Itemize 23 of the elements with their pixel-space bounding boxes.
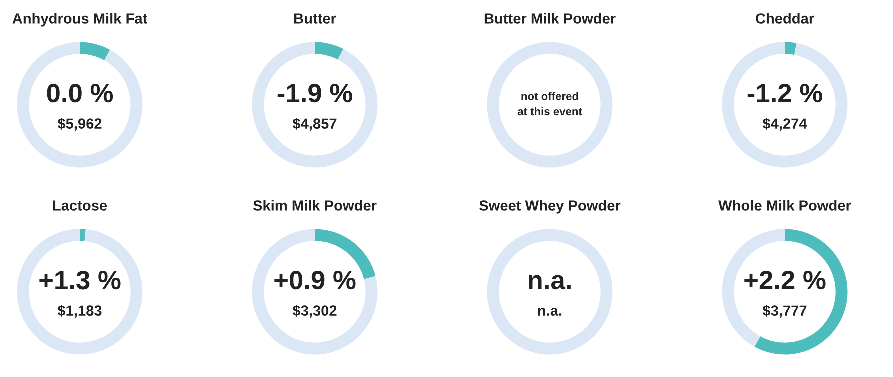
text: $4,274 bbox=[762, 118, 808, 132]
text: not offered at this event bbox=[518, 92, 582, 116]
text: $5,962 bbox=[58, 118, 102, 132]
text: $4,857 bbox=[292, 118, 337, 132]
text: n.a. bbox=[538, 308, 562, 316]
text: $3,777 bbox=[762, 305, 807, 318]
chart-title: Skim Milk Powder bbox=[253, 200, 377, 211]
text: Sweet Whey Powder bbox=[480, 200, 621, 214]
chart-title: Butter bbox=[294, 14, 336, 24]
text: 0.0 % bbox=[47, 84, 114, 103]
chart-title: Anhydrous Milk Fat bbox=[12, 13, 148, 27]
text: +1.3 % bbox=[40, 270, 121, 290]
text: -1.9 % bbox=[278, 84, 352, 103]
text: $3,302 bbox=[292, 305, 337, 318]
text: -1.2 % bbox=[748, 84, 822, 103]
chart-title: Cheddar bbox=[756, 13, 814, 24]
text: +0.9 % bbox=[274, 270, 356, 290]
text: Butter Milk Powder bbox=[484, 13, 616, 24]
chart-title: Lactose bbox=[53, 200, 108, 211]
chart-title: Whole Milk Powder bbox=[718, 200, 852, 211]
text: $1,183 bbox=[58, 305, 102, 318]
text: n.a. bbox=[529, 275, 571, 290]
text: +2.2 % bbox=[744, 270, 826, 290]
